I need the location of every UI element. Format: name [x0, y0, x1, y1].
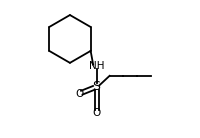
- Text: S: S: [93, 80, 101, 93]
- Text: NH: NH: [89, 61, 104, 71]
- Text: O: O: [92, 108, 101, 118]
- Text: O: O: [75, 89, 84, 99]
